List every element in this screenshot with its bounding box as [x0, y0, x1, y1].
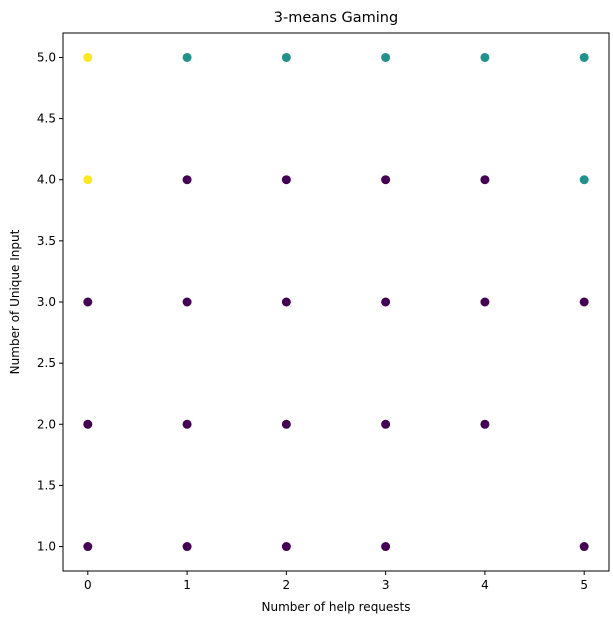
x-tick-label: 2: [283, 578, 291, 592]
scatter-point: [381, 542, 391, 552]
scatter-point: [83, 52, 93, 62]
scatter-point: [281, 542, 291, 552]
chart-title: 3-means Gaming: [274, 10, 398, 26]
scatter-point: [381, 297, 391, 307]
y-tick-label: 1.0: [37, 540, 56, 554]
scatter-point: [381, 419, 391, 429]
scatter-point: [83, 175, 93, 185]
y-tick-label: 4.0: [37, 173, 56, 187]
scatter-point: [182, 175, 192, 185]
scatter-point: [579, 297, 589, 307]
y-tick-label: 2.0: [37, 417, 56, 431]
scatter-point: [480, 52, 490, 62]
y-tick-label: 2.5: [37, 356, 56, 370]
x-tick-label: 0: [84, 578, 92, 592]
x-axis-label: Number of help requests: [261, 600, 410, 614]
x-tick-label: 1: [183, 578, 191, 592]
scatter-point: [182, 297, 192, 307]
scatter-point: [182, 542, 192, 552]
scatter-point: [281, 52, 291, 62]
scatter-point: [83, 419, 93, 429]
scatter-point: [579, 542, 589, 552]
scatter-point: [480, 419, 490, 429]
scatter-point: [579, 52, 589, 62]
scatter-point: [182, 419, 192, 429]
data-points: [83, 52, 589, 552]
x-tick-label: 3: [382, 578, 390, 592]
x-tick-label: 4: [481, 578, 489, 592]
scatter-point: [83, 542, 93, 552]
y-axis-ticks: 1.0 1.5 2.0 2.5 3.0 3.5 4.0 4.5 5.0: [37, 50, 63, 554]
plot-area: [62, 32, 610, 572]
y-tick-label: 1.5: [37, 478, 56, 492]
scatter-point: [182, 52, 192, 62]
scatter-point: [480, 175, 490, 185]
x-axis-ticks: 0 1 2 3 4 5: [84, 571, 588, 592]
scatter-point: [381, 175, 391, 185]
y-tick-label: 3.0: [37, 295, 56, 309]
y-tick-label: 3.5: [37, 234, 56, 248]
scatter-point: [579, 175, 589, 185]
y-tick-label: 4.5: [37, 112, 56, 126]
scatter-point: [281, 175, 291, 185]
scatter-point: [83, 297, 93, 307]
x-tick-label: 5: [580, 578, 588, 592]
y-tick-label: 5.0: [37, 50, 56, 64]
y-axis-label: Number of Unique Input: [8, 229, 22, 374]
scatter-point: [281, 419, 291, 429]
scatter-point: [381, 52, 391, 62]
scatter-point: [281, 297, 291, 307]
scatter-point: [480, 297, 490, 307]
